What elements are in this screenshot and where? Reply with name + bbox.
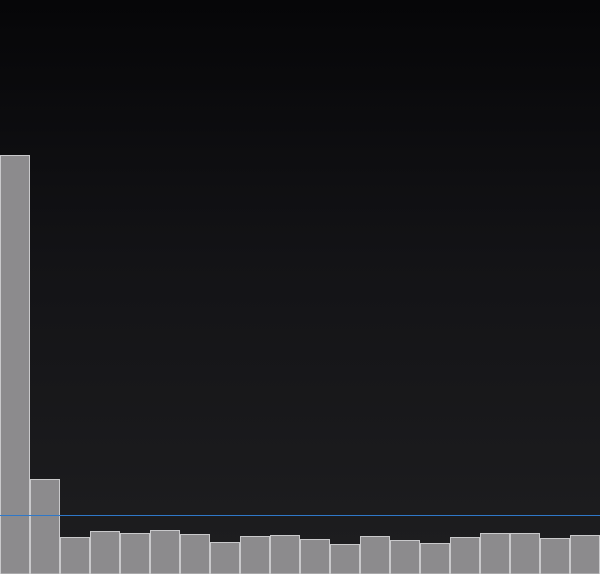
histogram-bar [0,155,30,574]
histogram-bar [570,535,600,574]
histogram-bar [180,534,210,574]
histogram-bar [330,544,360,574]
histogram-bar [270,535,300,574]
histogram-bar [150,530,180,574]
histogram-bar [420,543,450,574]
histogram-bar [540,538,570,574]
histogram-bar [450,537,480,574]
histogram-bar [240,536,270,574]
histogram-bar [90,531,120,574]
histogram-bar [360,536,390,574]
histogram-bar [210,542,240,574]
histogram-bar [300,539,330,574]
histogram-bar [390,540,420,574]
histogram-bar [60,537,90,574]
histogram-bar [120,533,150,574]
bars-group [0,155,600,574]
histogram-bar [30,479,60,574]
histogram-bar [510,533,540,574]
histogram-bar [480,533,510,574]
